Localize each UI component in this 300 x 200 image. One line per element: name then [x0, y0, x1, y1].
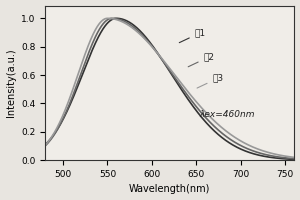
- Text: 例2: 例2: [188, 52, 214, 67]
- Text: λex=460nm: λex=460nm: [200, 110, 255, 119]
- X-axis label: Wavelength(nm): Wavelength(nm): [129, 184, 210, 194]
- Text: 例3: 例3: [197, 74, 224, 88]
- Text: 例1: 例1: [179, 28, 206, 43]
- Y-axis label: Intensity(a.u.): Intensity(a.u.): [6, 49, 16, 117]
